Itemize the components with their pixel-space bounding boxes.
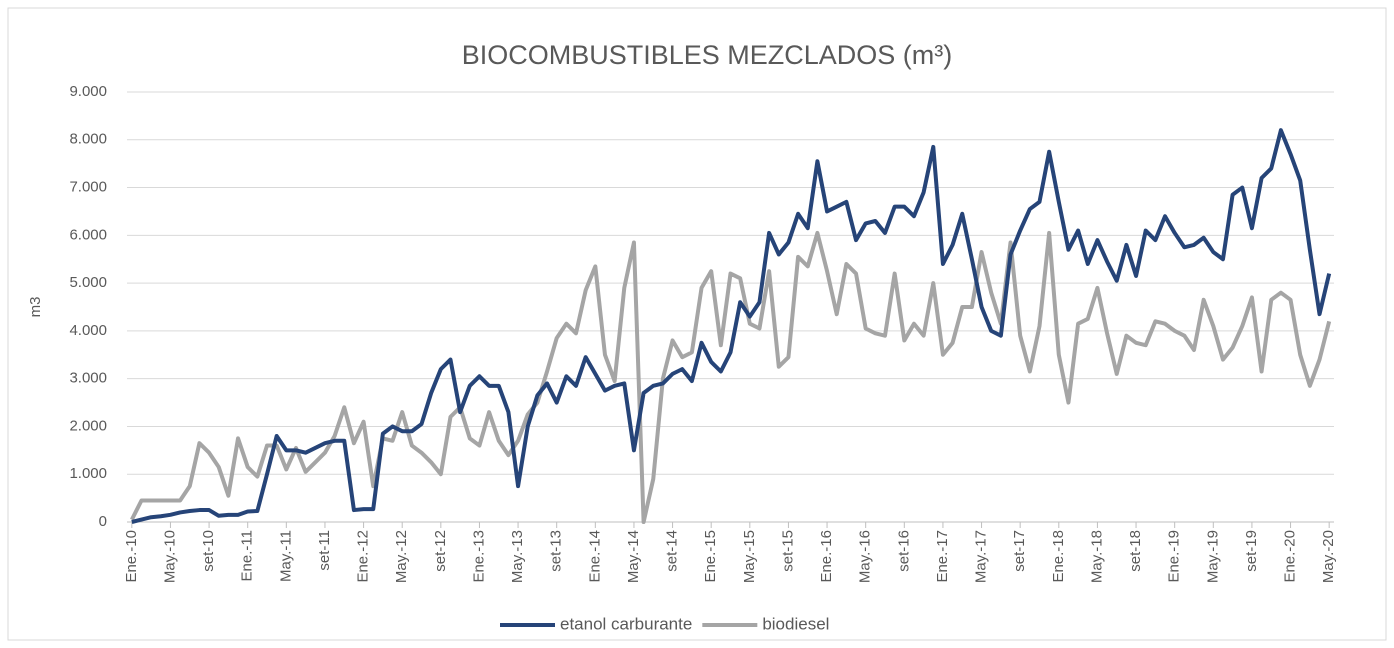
- y-tick-label: 0: [99, 513, 107, 530]
- legend-label: biodiesel: [762, 614, 829, 633]
- y-tick-label: 5.000: [69, 274, 107, 291]
- x-tick-label: Ene.-13: [470, 530, 487, 583]
- x-tick-label: set-12: [432, 530, 449, 572]
- y-tick-label: 3.000: [69, 370, 107, 387]
- x-tick-label: set-14: [664, 530, 681, 572]
- x-tick-label: set-19: [1243, 530, 1260, 572]
- x-tick-label: May.-13: [509, 530, 526, 583]
- x-tick-label: set-13: [548, 530, 565, 572]
- x-tick-label: May.-16: [857, 530, 874, 583]
- x-tick-label: Ene.-11: [239, 530, 256, 581]
- y-tick-label: 8.000: [69, 131, 107, 148]
- x-tick-label: set-18: [1127, 530, 1144, 572]
- x-tick-label: Ene.-19: [1166, 530, 1183, 583]
- x-tick-label: set-10: [200, 530, 217, 572]
- chart-title: BIOCOMBUSTIBLES MEZCLADOS (m³): [462, 40, 953, 70]
- x-tick-label: May.-17: [973, 530, 990, 583]
- series-line: [131, 128, 1332, 524]
- legend-label: etanol carburante: [560, 614, 692, 633]
- x-tick-label: May.-19: [1204, 530, 1221, 583]
- y-tick-label: 9.000: [69, 83, 107, 100]
- y-tick-label: 2.000: [69, 417, 107, 434]
- y-tick-label: 4.000: [69, 322, 107, 339]
- x-tick-label: May.-12: [393, 530, 410, 583]
- x-tick-label: Ene.-20: [1282, 530, 1299, 583]
- x-tick-label: set-15: [779, 530, 796, 572]
- y-tick-label: 6.000: [69, 226, 107, 243]
- x-tick-label: May.-14: [625, 530, 642, 583]
- x-tick-label: May.-11: [277, 530, 294, 582]
- y-tick-label: 7.000: [69, 179, 107, 196]
- x-tick-label: Ene.-10: [123, 530, 140, 583]
- x-tick-label: set-11: [316, 530, 333, 571]
- y-axis-label: m3: [27, 297, 44, 318]
- x-tick-label: May.-15: [741, 530, 758, 583]
- x-tick-label: May.-18: [1088, 530, 1105, 583]
- x-tick-label: Ene.-15: [702, 530, 719, 583]
- x-tick-label: Ene.-18: [1050, 530, 1067, 583]
- x-tick-label: Ene.-16: [818, 530, 835, 583]
- x-tick-label: Ene.-17: [934, 530, 951, 583]
- x-tick-label: May.-20: [1320, 530, 1337, 583]
- x-tick-label: set-16: [895, 530, 912, 572]
- y-tick-label: 1.000: [69, 465, 107, 482]
- x-tick-label: set-17: [1011, 530, 1028, 572]
- x-tick-label: May.-10: [161, 530, 178, 583]
- x-tick-label: Ene.-14: [586, 530, 603, 583]
- x-tick-label: Ene.-12: [355, 530, 372, 583]
